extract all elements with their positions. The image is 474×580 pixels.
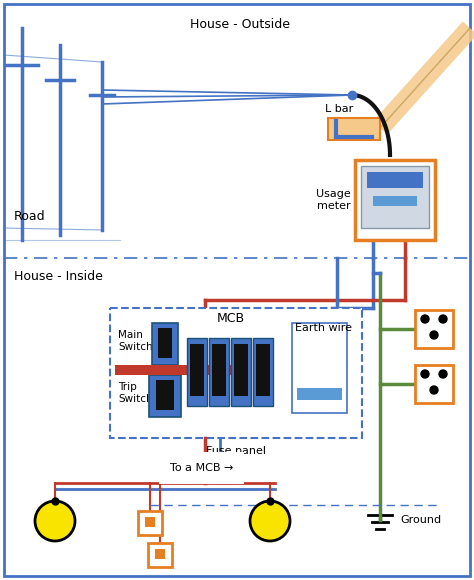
Text: MCB: MCB — [217, 311, 245, 324]
FancyBboxPatch shape — [234, 344, 248, 396]
Circle shape — [430, 331, 438, 339]
Text: House - Inside: House - Inside — [14, 270, 103, 283]
FancyBboxPatch shape — [253, 338, 273, 406]
FancyBboxPatch shape — [212, 344, 226, 396]
FancyBboxPatch shape — [158, 328, 172, 358]
FancyBboxPatch shape — [115, 365, 235, 375]
FancyBboxPatch shape — [256, 344, 270, 396]
Text: Road: Road — [14, 210, 46, 223]
FancyBboxPatch shape — [209, 338, 229, 406]
FancyBboxPatch shape — [292, 323, 347, 413]
FancyBboxPatch shape — [415, 365, 453, 403]
Text: Usage
meter: Usage meter — [316, 189, 351, 211]
FancyBboxPatch shape — [328, 118, 380, 140]
FancyBboxPatch shape — [155, 549, 165, 559]
Circle shape — [439, 370, 447, 378]
Text: Main
Switch: Main Switch — [118, 330, 153, 352]
FancyBboxPatch shape — [145, 517, 155, 527]
Circle shape — [250, 501, 290, 541]
FancyBboxPatch shape — [152, 323, 178, 365]
Text: Ground: Ground — [400, 515, 441, 525]
Text: Fuse panel: Fuse panel — [206, 446, 266, 456]
Text: L bar: L bar — [325, 104, 353, 114]
Circle shape — [439, 315, 447, 323]
FancyBboxPatch shape — [187, 338, 207, 406]
FancyBboxPatch shape — [190, 344, 204, 396]
FancyBboxPatch shape — [4, 4, 470, 576]
Circle shape — [35, 501, 75, 541]
FancyBboxPatch shape — [148, 543, 172, 567]
FancyBboxPatch shape — [138, 511, 162, 535]
Text: Trip
Switch: Trip Switch — [118, 382, 153, 404]
Text: Earth wire: Earth wire — [295, 323, 352, 333]
FancyBboxPatch shape — [231, 338, 251, 406]
FancyBboxPatch shape — [156, 380, 174, 410]
FancyBboxPatch shape — [355, 160, 435, 240]
FancyBboxPatch shape — [149, 375, 181, 417]
Circle shape — [421, 315, 429, 323]
FancyBboxPatch shape — [110, 308, 362, 438]
Text: House - Outside: House - Outside — [190, 18, 290, 31]
FancyBboxPatch shape — [415, 310, 453, 348]
FancyBboxPatch shape — [367, 172, 423, 188]
Circle shape — [430, 386, 438, 394]
FancyBboxPatch shape — [373, 196, 417, 206]
Circle shape — [421, 370, 429, 378]
FancyBboxPatch shape — [297, 388, 342, 400]
Text: To a MCB →: To a MCB → — [170, 463, 233, 473]
FancyBboxPatch shape — [361, 166, 429, 228]
